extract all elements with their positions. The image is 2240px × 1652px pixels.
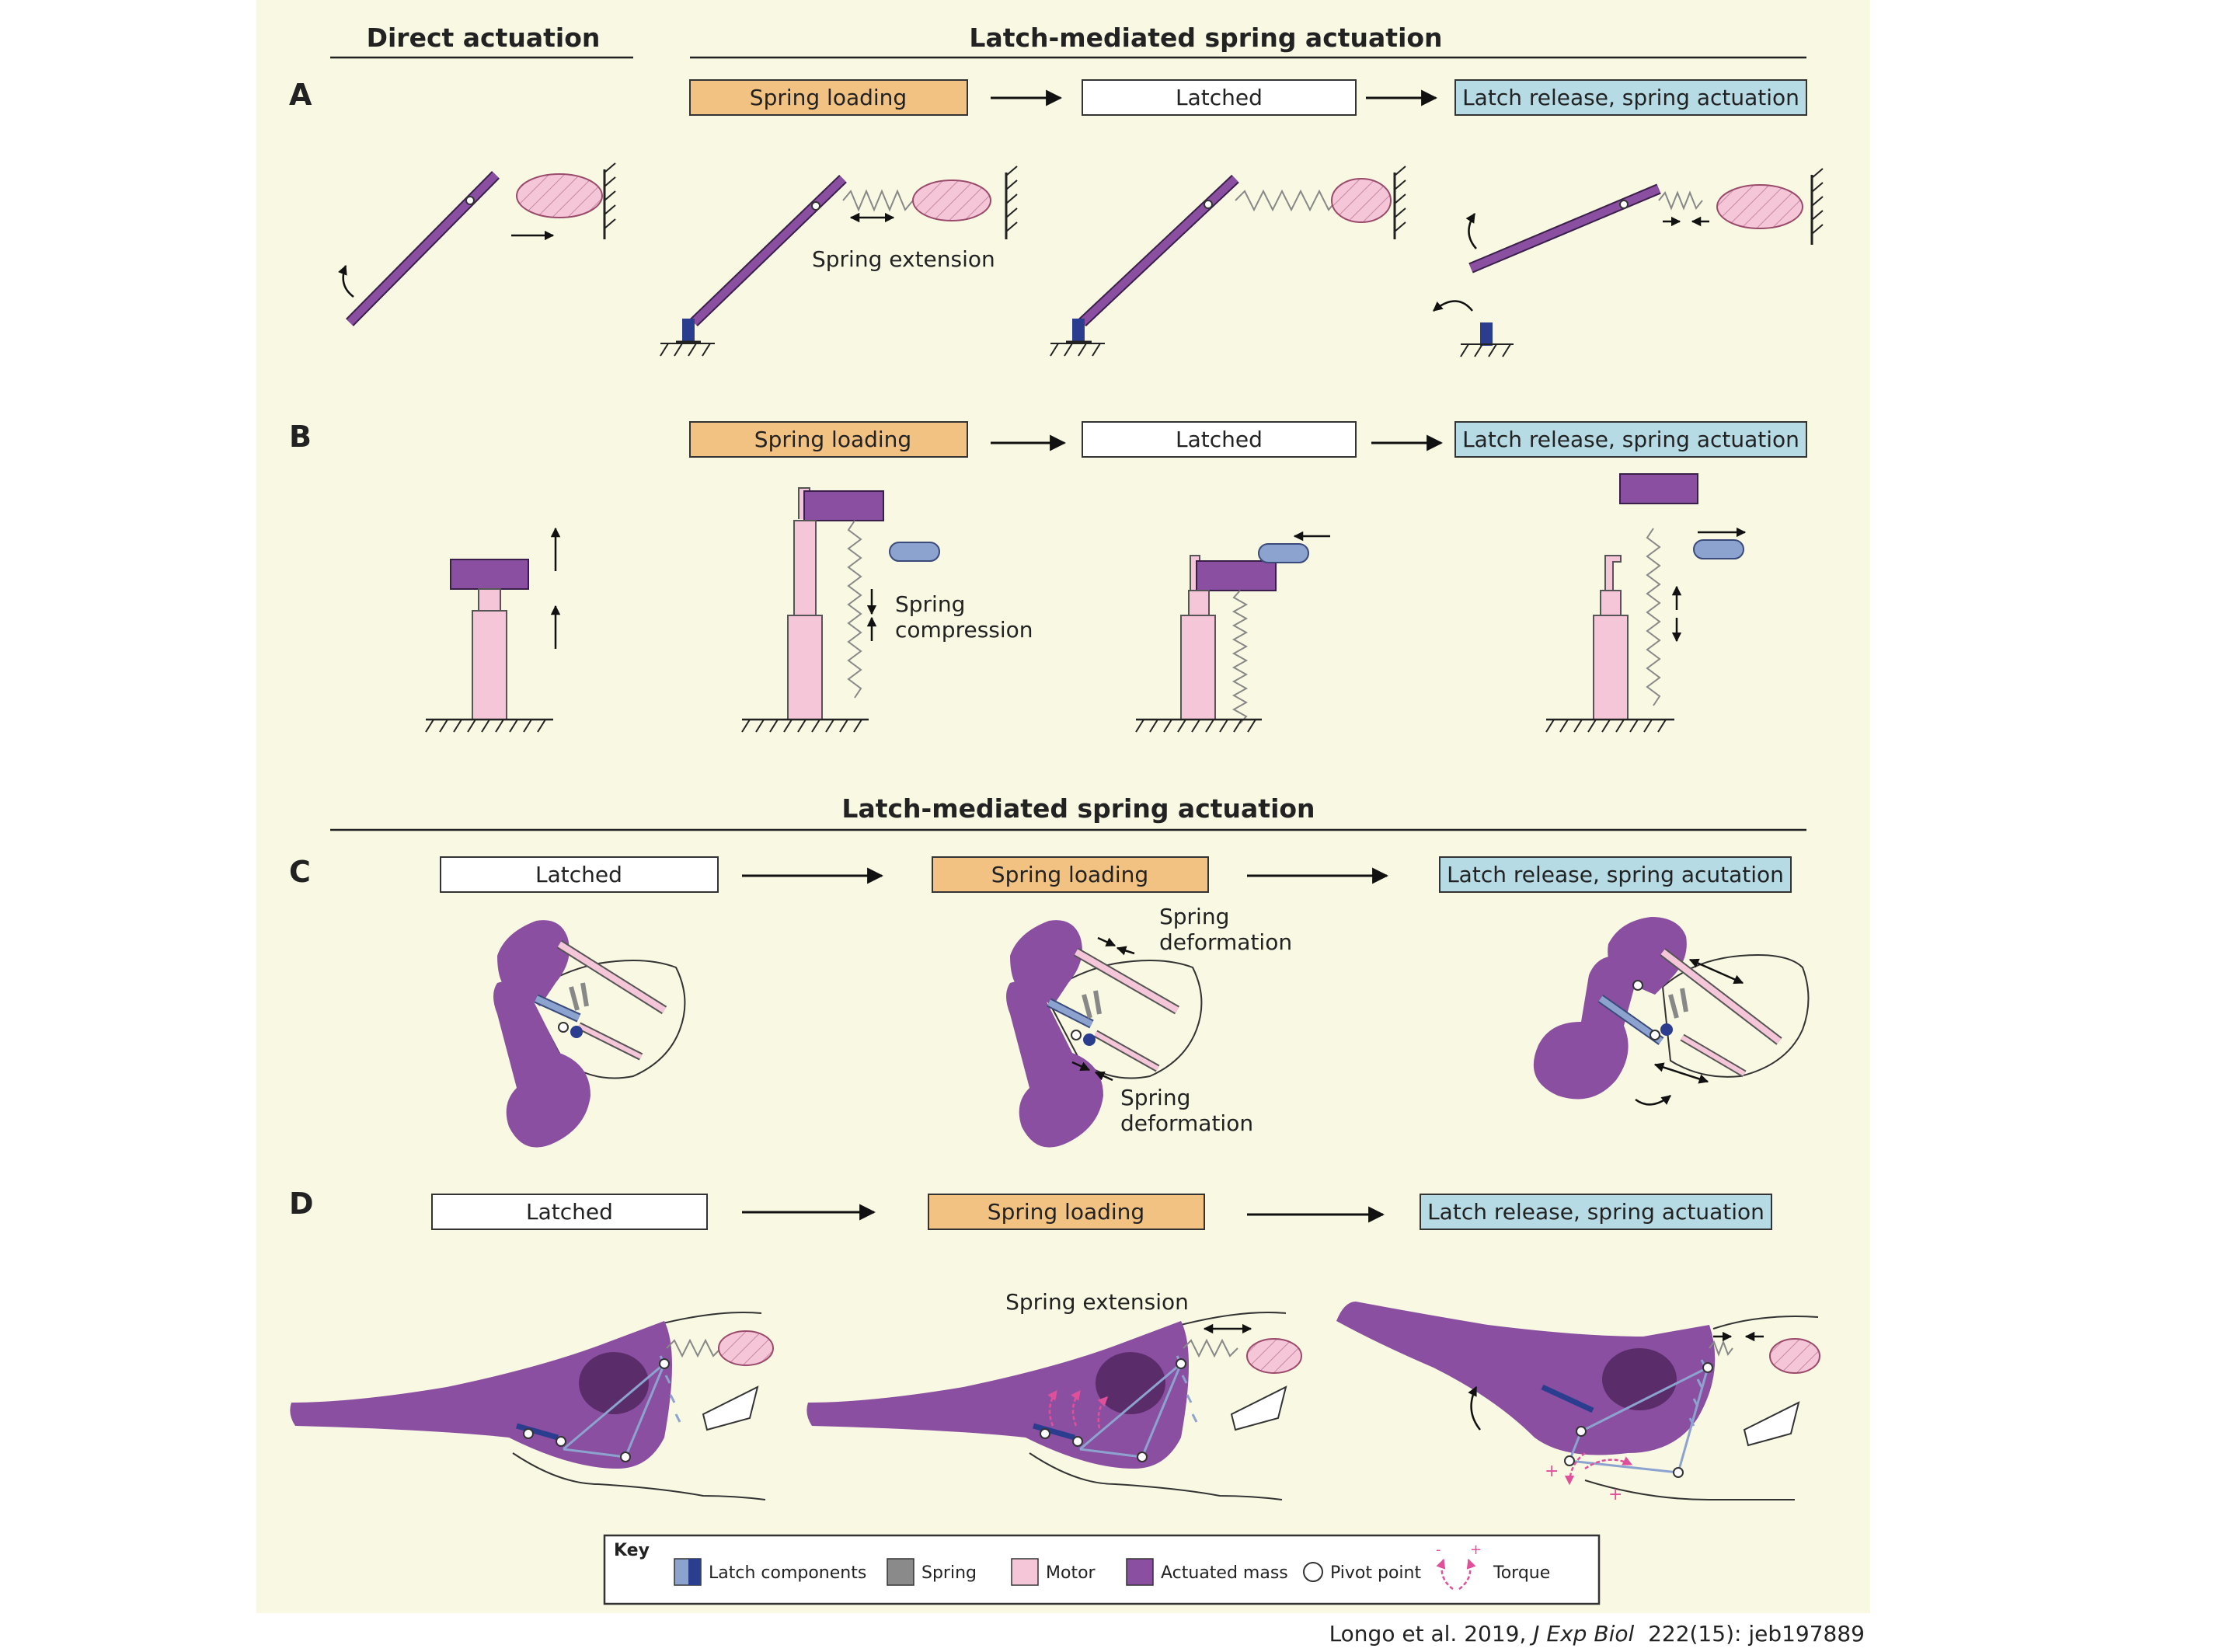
svg-text:Latched: Latched [526,1199,613,1225]
svg-text:Spring loading: Spring loading [754,427,911,452]
svg-text:Actuated mass: Actuated mass [1161,1563,1288,1583]
svg-text:-: - [1436,1542,1441,1558]
panel-letter-d: D [289,1187,314,1221]
diagram-a-direct [338,162,616,326]
svg-text:Direct actuation: Direct actuation [367,23,601,53]
key-title: Key [614,1541,650,1560]
mass-swatch-icon [1126,1558,1154,1586]
svg-text:Motor: Motor [1046,1563,1096,1583]
svg-text:Latched: Latched [1176,85,1263,110]
svg-text:Latch release, spring actuatio: Latch release, spring actuation [1462,427,1799,452]
torque-arrows-icon: - + [1436,1542,1482,1590]
svg-text:Spring loading: Spring loading [988,1199,1144,1225]
svg-text:Spring loading: Spring loading [991,862,1148,887]
motor-swatch-icon [1011,1558,1039,1586]
annotation-c-top-spring: Spring [1159,904,1229,929]
diagram-b-latched [1135,531,1330,733]
spring-swatch-icon [887,1558,914,1586]
key-item-mass: Actuated mass [1126,1558,1288,1586]
diagram-b-release [1545,473,1747,733]
panel-letter-b: B [289,420,312,454]
svg-text:Pivot point: Pivot point [1330,1563,1421,1583]
panel-letter-a: A [289,78,312,112]
svg-text:Latch-mediated spring actuatio: Latch-mediated spring actuation [969,23,1442,53]
svg-text:Torque: Torque [1493,1563,1550,1583]
header-lamsa-mid: Latch-mediated spring actuation [330,793,1806,831]
header-direct-actuation: Direct actuation [330,23,633,59]
svg-text:+: + [1470,1542,1482,1558]
citation-suffix: 222(15): jeb197889 [1634,1621,1865,1647]
annotation-d-spring-extension: Spring extension [1005,1289,1189,1315]
svg-text:Spring: Spring [921,1563,977,1583]
svg-text:Latch components: Latch components [709,1563,866,1583]
diagram-d-loading [806,1312,1302,1500]
key-item-torque: - + Torque [1436,1542,1550,1590]
citation: Longo et al. 2019, J Exp Biol 222(15): j… [1329,1621,1865,1647]
stage-box-d-loading: Spring loading [928,1194,1205,1230]
diagram-b-loading: Spring compression [741,487,1033,733]
stage-box-b-loading: Spring loading [689,421,968,458]
panel-letter-c: C [289,855,311,889]
annotation-c-bottom-spring: Spring [1120,1085,1190,1110]
citation-journal: J Exp Biol [1529,1621,1634,1647]
stage-box-c-latched: Latched [440,856,719,893]
diagram-c-latched [493,920,686,1148]
svg-text:Latch release, spring actuatio: Latch release, spring actuation [1427,1199,1764,1225]
stage-box-c-release: Latch release, spring acutation [1439,856,1792,893]
annotation-a-spring-extension: Spring extension [812,246,995,272]
key-item-spring: Spring [887,1558,977,1586]
key-item-latch: Latch components [674,1558,866,1586]
header-lamsa-top: Latch-mediated spring actuation [690,23,1806,59]
stage-box-a-latched: Latched [1082,79,1357,116]
annotation-b-spring: Spring [895,591,965,617]
stage-box-b-release: Latch release, spring actuation [1454,421,1807,458]
annotation-c-bottom-deformation: deformation [1120,1110,1253,1136]
key-item-motor: Motor [1011,1558,1096,1586]
annotation-b-compression: compression [895,617,1033,643]
citation-prefix: Longo et al. 2019, [1329,1621,1534,1647]
svg-text:Latch release, spring actuatio: Latch release, spring actuation [1462,85,1799,110]
stage-box-a-loading: Spring loading [689,79,968,116]
svg-text:Latch release, spring acutatio: Latch release, spring acutation [1447,862,1784,887]
svg-text:Latch-mediated spring actuatio: Latch-mediated spring actuation [841,793,1315,824]
svg-text:Latched: Latched [1176,427,1263,452]
stage-box-d-release: Latch release, spring actuation [1420,1194,1772,1230]
diagram-b-direct [425,527,561,733]
svg-text:+: + [1608,1485,1622,1504]
diagram-a-loading: Spring extension [660,166,1018,357]
key-item-pivot: Pivot point [1303,1562,1421,1583]
stage-box-c-loading: Spring loading [932,856,1209,893]
diagram-a-latched [1050,166,1406,357]
svg-text:Latched: Latched [535,862,622,887]
stage-box-a-release: Latch release, spring actuation [1454,79,1807,116]
diagram-d-latched [290,1312,774,1500]
stage-box-d-latched: Latched [431,1194,708,1230]
diagram-c-loading: Spring deformation Spring deformation [1006,904,1292,1148]
svg-text:+: + [1545,1462,1559,1481]
annotation-c-top-deformation: deformation [1159,929,1292,955]
pivot-circle-icon [1303,1562,1323,1582]
diagram-c-release [1533,917,1810,1106]
stage-box-b-latched: Latched [1082,421,1357,458]
svg-text:Spring loading: Spring loading [750,85,907,110]
diagram-d-release: + + [1336,1302,1820,1504]
key-box: Key Latch components Spring Motor Actuat… [603,1534,1601,1605]
diagram-a-release [1433,168,1824,357]
